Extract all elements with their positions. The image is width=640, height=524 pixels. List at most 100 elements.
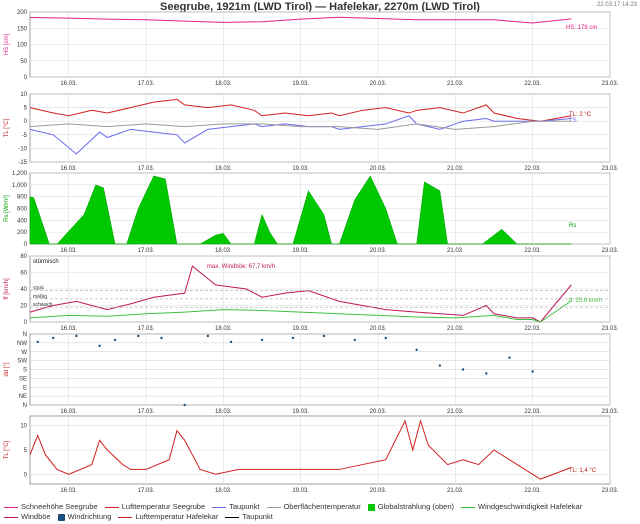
wind-direction-point <box>291 336 295 340</box>
series-line <box>29 98 572 122</box>
x-tick-label: 16.03. <box>60 166 77 172</box>
x-tick-label: 23.03. <box>602 488 619 494</box>
y-tick-label: 0 <box>24 242 28 248</box>
wind-direction-point <box>322 334 326 338</box>
panel-1: -15 -10 -5 0 5 10 16.03. 17.03. 18.03. 19.03. 20.0… <box>4 92 619 172</box>
legend-label: Windböe <box>21 512 51 521</box>
x-tick-label: 23.03. <box>602 81 619 87</box>
x-tick-label: 16.03. <box>60 488 77 494</box>
x-tick-label: 22.03. <box>524 81 541 87</box>
x-tick-label: 20.03. <box>370 81 387 87</box>
y-tick-label: 5 <box>24 106 28 112</box>
panel-5: 0 5 10 16.03. 17.03. 18.03. 19.03. 20.03. 21.03.… <box>4 415 619 494</box>
wind-direction-point <box>485 372 488 375</box>
panel-3: 0 20 40 60 80 16.03. 17.03. 18.03. 19.03. 20.03. 2… <box>4 254 619 332</box>
legend-label: Oberflächentemperatur <box>283 502 361 511</box>
x-tick-label: 21.03. <box>447 488 464 494</box>
wind-direction-point <box>113 338 117 342</box>
series-line <box>29 120 572 130</box>
legend-item: Taupunkt <box>225 512 273 522</box>
x-tick-label: 18.03. <box>215 326 232 332</box>
legend-swatch <box>225 516 240 518</box>
x-tick-label: 18.03. <box>215 166 232 172</box>
plot-area <box>29 93 611 163</box>
x-tick-label: 18.03. <box>215 81 232 87</box>
x-tick-label: 23.03. <box>602 248 619 254</box>
y-tick-label: 200 <box>17 10 28 16</box>
y-tick-label: 800 <box>17 195 28 201</box>
wind-direction-point <box>183 403 186 407</box>
y-tick-label: 1,200 <box>12 171 28 177</box>
wind-direction-point <box>137 334 140 338</box>
chart-annotation: stürmisch <box>33 259 59 265</box>
wind-direction-point <box>384 336 387 340</box>
x-tick-label: 22.03. <box>524 166 541 172</box>
legend-item: Globalstrahlung (oben) <box>367 502 454 512</box>
y-axis-label: dd [°] <box>4 362 10 376</box>
x-tick-label: 21.03. <box>447 248 464 254</box>
x-tick-label: 22.03. <box>524 248 541 254</box>
x-tick-label: 21.03. <box>447 166 464 172</box>
y-tick-label: W <box>21 350 27 356</box>
legend-label: Globalstrahlung (oben) <box>377 502 454 511</box>
y-axis-label: TL [°C] <box>4 118 10 137</box>
y-tick-label: 5 <box>24 448 28 454</box>
legend-swatch <box>118 516 133 518</box>
y-tick-label: 1,000 <box>12 183 28 189</box>
legend-swatch <box>461 506 475 508</box>
y-tick-label: 0 <box>24 472 28 478</box>
y-axis-label: ff [km/h] <box>4 278 10 300</box>
x-tick-label: 17.03. <box>138 409 155 415</box>
y-tick-label: 0 <box>24 320 28 326</box>
wind-direction-point <box>461 368 465 371</box>
x-tick-label: 22.03. <box>524 488 541 494</box>
legend-item: Lufttemperatur Seegrube <box>104 502 205 512</box>
x-tick-label: 17.03. <box>138 488 155 494</box>
wind-direction-point <box>229 340 233 344</box>
x-tick-label: 20.03. <box>370 409 387 415</box>
wind-direction-point <box>160 336 163 340</box>
y-tick-label: 100 <box>17 43 28 49</box>
x-tick-label: 23.03. <box>602 166 619 172</box>
chart-annotation: TL: 1,4 °C <box>569 468 597 474</box>
y-axis-label: TL [°C] <box>4 440 10 459</box>
wind-direction-point <box>531 370 534 373</box>
y-tick-label: 400 <box>17 218 28 224</box>
y-tick-label: NW <box>17 341 27 347</box>
y-axis-label: Rs [W/m²] <box>4 195 10 222</box>
x-tick-label: 19.03. <box>292 326 309 332</box>
y-tick-label: N <box>23 332 27 338</box>
y-tick-label: SW <box>17 359 27 365</box>
x-tick-label: 21.03. <box>447 409 464 415</box>
x-tick-label: 20.03. <box>370 166 387 172</box>
legend-label: Taupunkt <box>242 512 273 521</box>
legend-swatch <box>4 506 18 508</box>
wind-direction-point <box>36 340 39 344</box>
wind-direction-point <box>438 364 442 367</box>
wind-direction-point <box>98 344 101 348</box>
y-tick-label: -10 <box>18 146 27 152</box>
panel-4: N NE E SE S SW W NW N 16.03. 17.03. 18.03. 19.03. 20.… <box>4 332 619 415</box>
legend-swatch <box>104 506 119 508</box>
chart-annotation: max. Windböe: 67,7 km/h <box>207 264 275 270</box>
x-tick-label: 20.03. <box>370 326 387 332</box>
wind-class-label: mäßig <box>33 294 47 300</box>
y-tick-label: 20 <box>20 304 27 310</box>
wind-class-label: schwach <box>33 302 53 308</box>
series-line <box>29 16 572 24</box>
y-tick-label: E <box>23 385 27 391</box>
y-tick-label: 80 <box>20 254 27 260</box>
legend-item: Windrichtung <box>57 512 111 522</box>
y-tick-label: 150 <box>17 26 28 32</box>
legend-label: Taupunkt <box>229 502 260 511</box>
y-tick-label: 0 <box>24 119 28 125</box>
series-line <box>29 265 572 323</box>
timestamp: 22.03.17 14:23 <box>596 2 637 8</box>
x-tick-label: 22.03. <box>524 409 541 415</box>
wind-direction-point <box>260 338 264 342</box>
panel-2: 0 200 400 600 800 1,000 1,200 16.03. 17.03. 18.03… <box>4 171 619 254</box>
x-tick-label: 17.03. <box>138 326 155 332</box>
x-tick-label: 21.03. <box>447 326 464 332</box>
x-tick-label: 19.03. <box>292 488 309 494</box>
